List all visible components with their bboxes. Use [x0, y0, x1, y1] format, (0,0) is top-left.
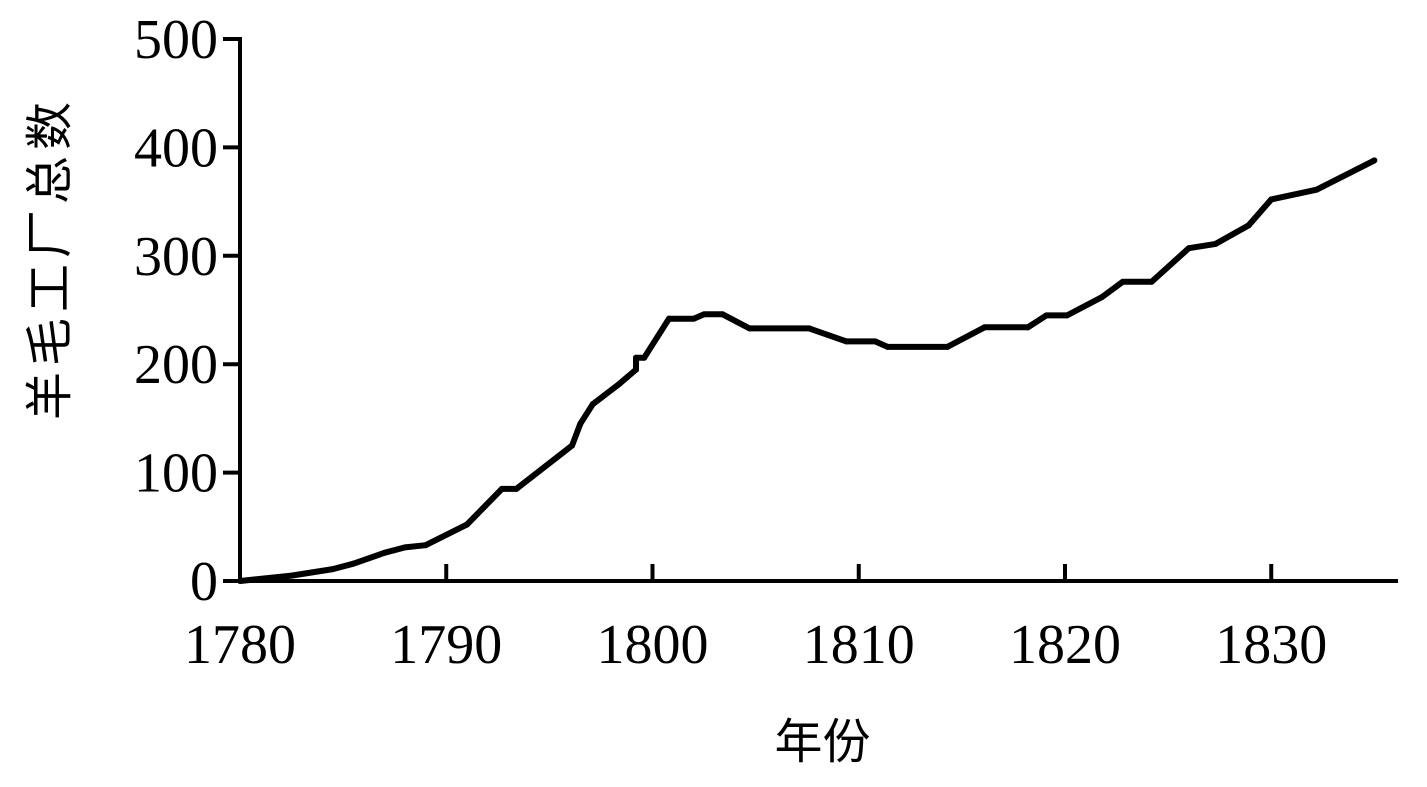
data-point — [381, 549, 388, 556]
data-point — [463, 521, 470, 528]
data-point — [872, 338, 879, 345]
data-point — [498, 485, 505, 492]
data-point — [690, 315, 697, 322]
data-point — [350, 560, 357, 567]
data-point — [1024, 324, 1031, 331]
y-tick-label: 200 — [134, 334, 218, 396]
y-axis-ticks: 0 100 200 300 400 500 — [134, 9, 240, 613]
data-point — [1185, 245, 1192, 252]
data-point — [1148, 278, 1155, 285]
data-point — [884, 343, 891, 350]
data-point — [1268, 196, 1275, 203]
data-point — [577, 420, 584, 427]
x-tick-label: 1800 — [597, 614, 709, 676]
data-point — [806, 325, 813, 332]
series-line — [239, 157, 1376, 584]
data-point — [981, 324, 988, 331]
x-tick-label: 1810 — [803, 614, 915, 676]
data-point — [719, 311, 726, 318]
y-tick-label: 400 — [134, 117, 218, 179]
data-point — [1064, 312, 1071, 319]
data-point — [1119, 278, 1126, 285]
data-point — [1245, 222, 1252, 229]
data-point — [288, 572, 295, 579]
x-tick-label: 1790 — [390, 614, 502, 676]
x-tick-label: 1830 — [1215, 614, 1327, 676]
data-point — [641, 354, 648, 361]
data-point — [422, 542, 429, 549]
y-tick-label: 500 — [134, 9, 218, 71]
data-point — [746, 325, 753, 332]
x-axis-ticks: 1780 1790 1800 1810 1820 1830 — [184, 564, 1327, 676]
x-tick-label: 1780 — [184, 614, 296, 676]
axes — [238, 37, 1398, 583]
data-point — [1099, 293, 1106, 300]
x-axis-title: 年份 — [774, 714, 870, 770]
data-point — [616, 380, 623, 387]
data-point — [1371, 157, 1378, 164]
data-point — [633, 366, 639, 373]
data-points — [237, 157, 1378, 584]
data-point — [1043, 312, 1050, 319]
data-point — [513, 485, 520, 492]
data-point — [329, 566, 336, 573]
data-point — [402, 544, 408, 551]
data-point — [701, 311, 708, 318]
data-point — [569, 442, 576, 449]
y-tick-label: 100 — [134, 443, 218, 505]
y-tick-label: 0 — [190, 551, 218, 613]
data-point — [633, 354, 639, 361]
data-point — [944, 343, 951, 350]
data-point — [589, 401, 596, 408]
data-point — [237, 578, 243, 584]
data-point — [843, 338, 850, 345]
y-tick-label: 300 — [134, 226, 218, 288]
x-tick-label: 1820 — [1009, 614, 1121, 676]
data-point — [1313, 186, 1320, 193]
data-point — [666, 315, 672, 322]
y-axis-title: 羊毛工厂总数 — [22, 96, 78, 420]
data-point — [1212, 240, 1219, 247]
